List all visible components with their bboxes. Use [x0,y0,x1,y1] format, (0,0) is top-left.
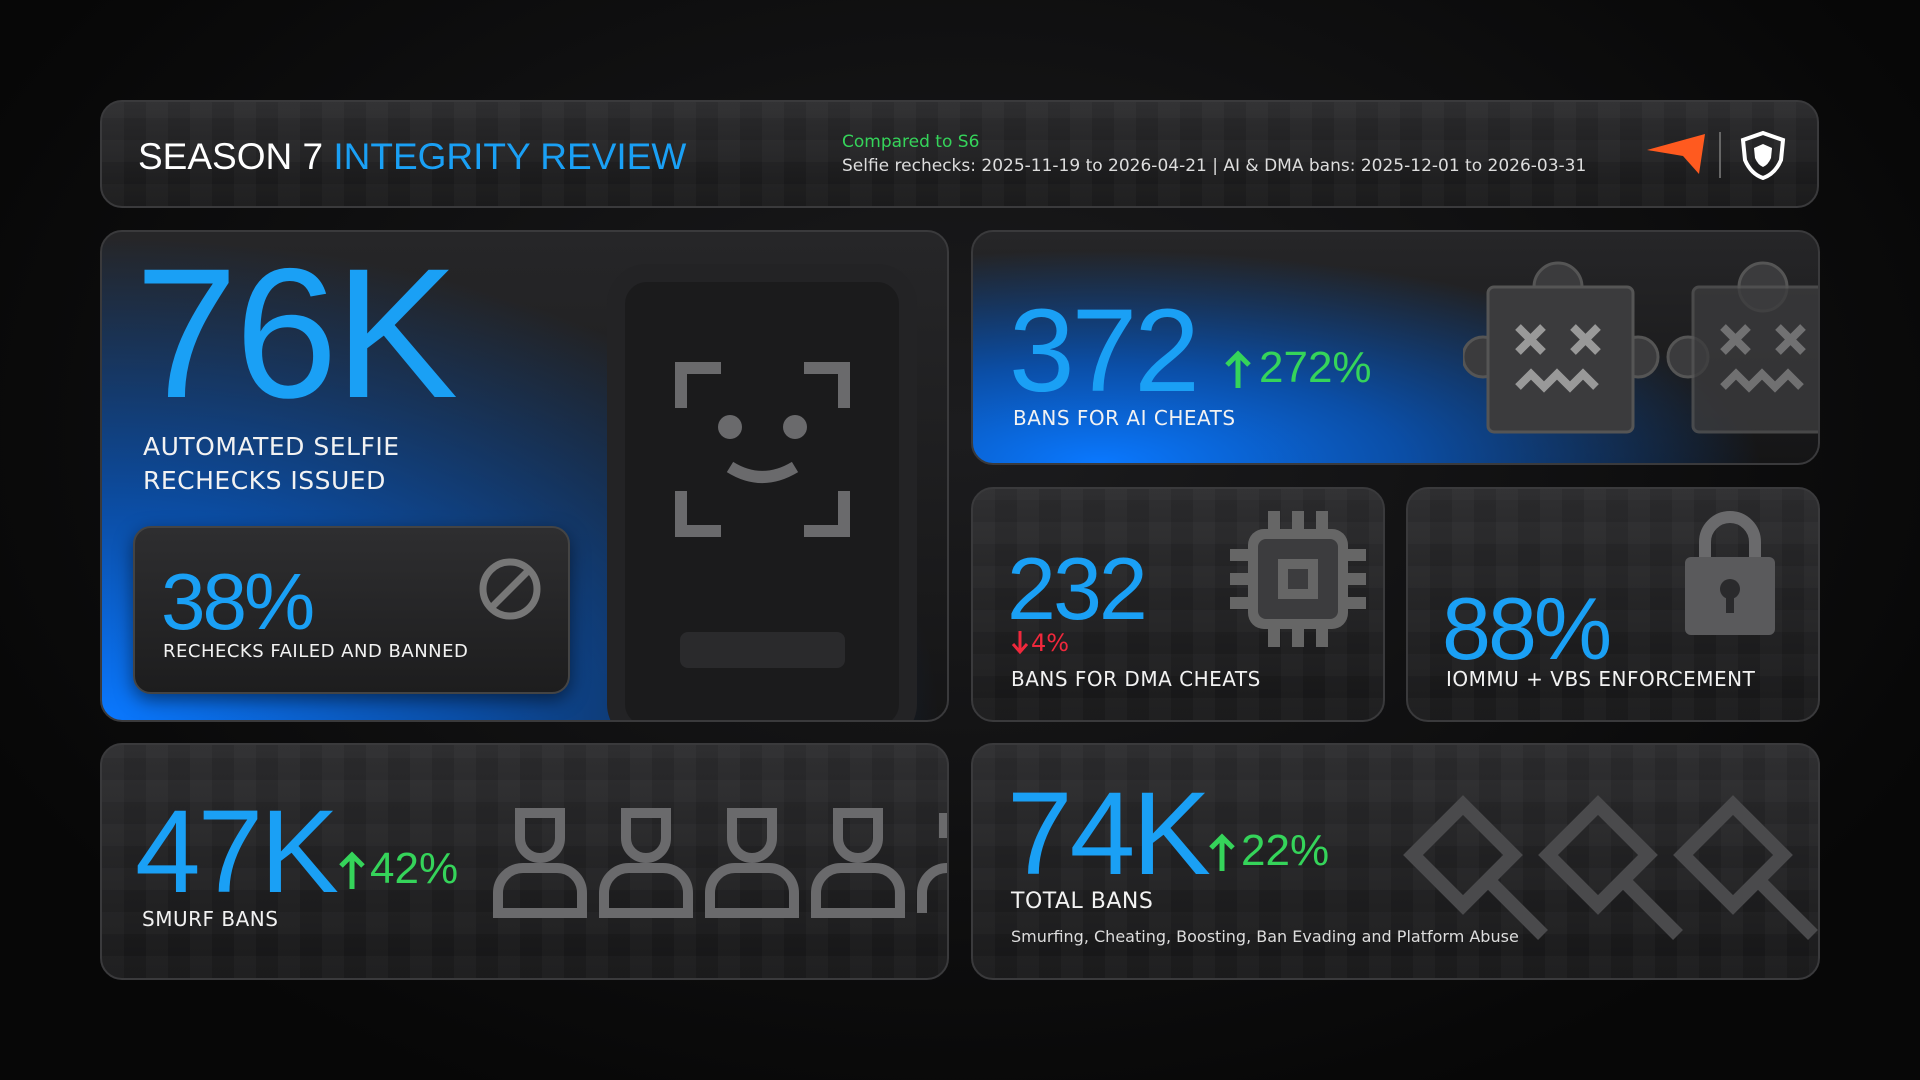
ai-value: 372 [1009,285,1200,417]
dma-change: 4% [1031,629,1070,657]
total-card: 74K 22% TOTAL BANS Smurfing, Cheating, B… [971,743,1820,980]
title: SEASON 7 INTEGRITY REVIEW [138,136,686,178]
failed-label: RECHECKS FAILED AND BANNED [163,641,469,662]
iommu-label: IOMMU + VBS ENFORCEMENT [1446,667,1756,691]
smurf-card: 47K 42% SMURF BANS [100,743,949,980]
chip-icon [1230,511,1366,647]
ai-label: BANS FOR AI CHEATS [1013,406,1236,430]
total-label: TOTAL BANS [1011,889,1154,914]
user-icons [493,808,947,918]
title-prefix: SEASON 7 [138,136,324,177]
iommu-value: 88% [1442,579,1612,678]
up-arrow [1225,350,1251,388]
selfie-label: AUTOMATED SELFIE RECHECKS ISSUED [143,432,400,495]
date-ranges: Selfie rechecks: 2025-11-19 to 2026-04-2… [842,156,1587,176]
title-highlight: INTEGRITY REVIEW [333,136,687,177]
robot-icons [1463,261,1818,434]
failed-value: 38% [161,557,315,646]
smurf-change: 42% [370,844,459,893]
total-value: 74K [1007,768,1211,900]
selfie-value: 76K [135,231,458,437]
lock-icon [1685,511,1775,635]
brand-logo [1647,134,1705,174]
shield-icon [1740,130,1786,180]
ai-change: 272% [1259,343,1372,392]
smurf-value: 47K [135,786,339,918]
iommu-card: 88% IOMMU + VBS ENFORCEMENT [1406,487,1820,722]
dma-card: 232 4% BANS FOR DMA CHEATS [971,487,1385,722]
selfie-card: 76K AUTOMATED SELFIE RECHECKS ISSUED 38%… [100,230,949,722]
divider [1719,132,1721,178]
dma-label: BANS FOR DMA CHEATS [1011,667,1261,691]
down-arrow [1011,631,1029,655]
ban-icon [479,558,541,620]
total-note: Smurfing, Cheating, Boosting, Ban Evadin… [1011,927,1519,946]
failed-card: 38% RECHECKS FAILED AND BANNED [133,526,570,694]
gavel-icons [1403,795,1818,940]
ai-card: 372 272% BANS FOR AI CHEATS [971,230,1820,465]
phone-bar [680,632,845,668]
up-arrow [1209,833,1235,871]
comparison: Compared to S6 [842,132,980,152]
smurf-label: SMURF BANS [142,907,279,931]
header: SEASON 7 INTEGRITY REVIEW Compared to S6… [100,100,1819,208]
face-scan-icon [675,362,850,537]
up-arrow [339,851,365,889]
dma-value: 232 [1007,539,1148,638]
phone-illustration [607,264,917,720]
total-change: 22% [1241,826,1330,875]
